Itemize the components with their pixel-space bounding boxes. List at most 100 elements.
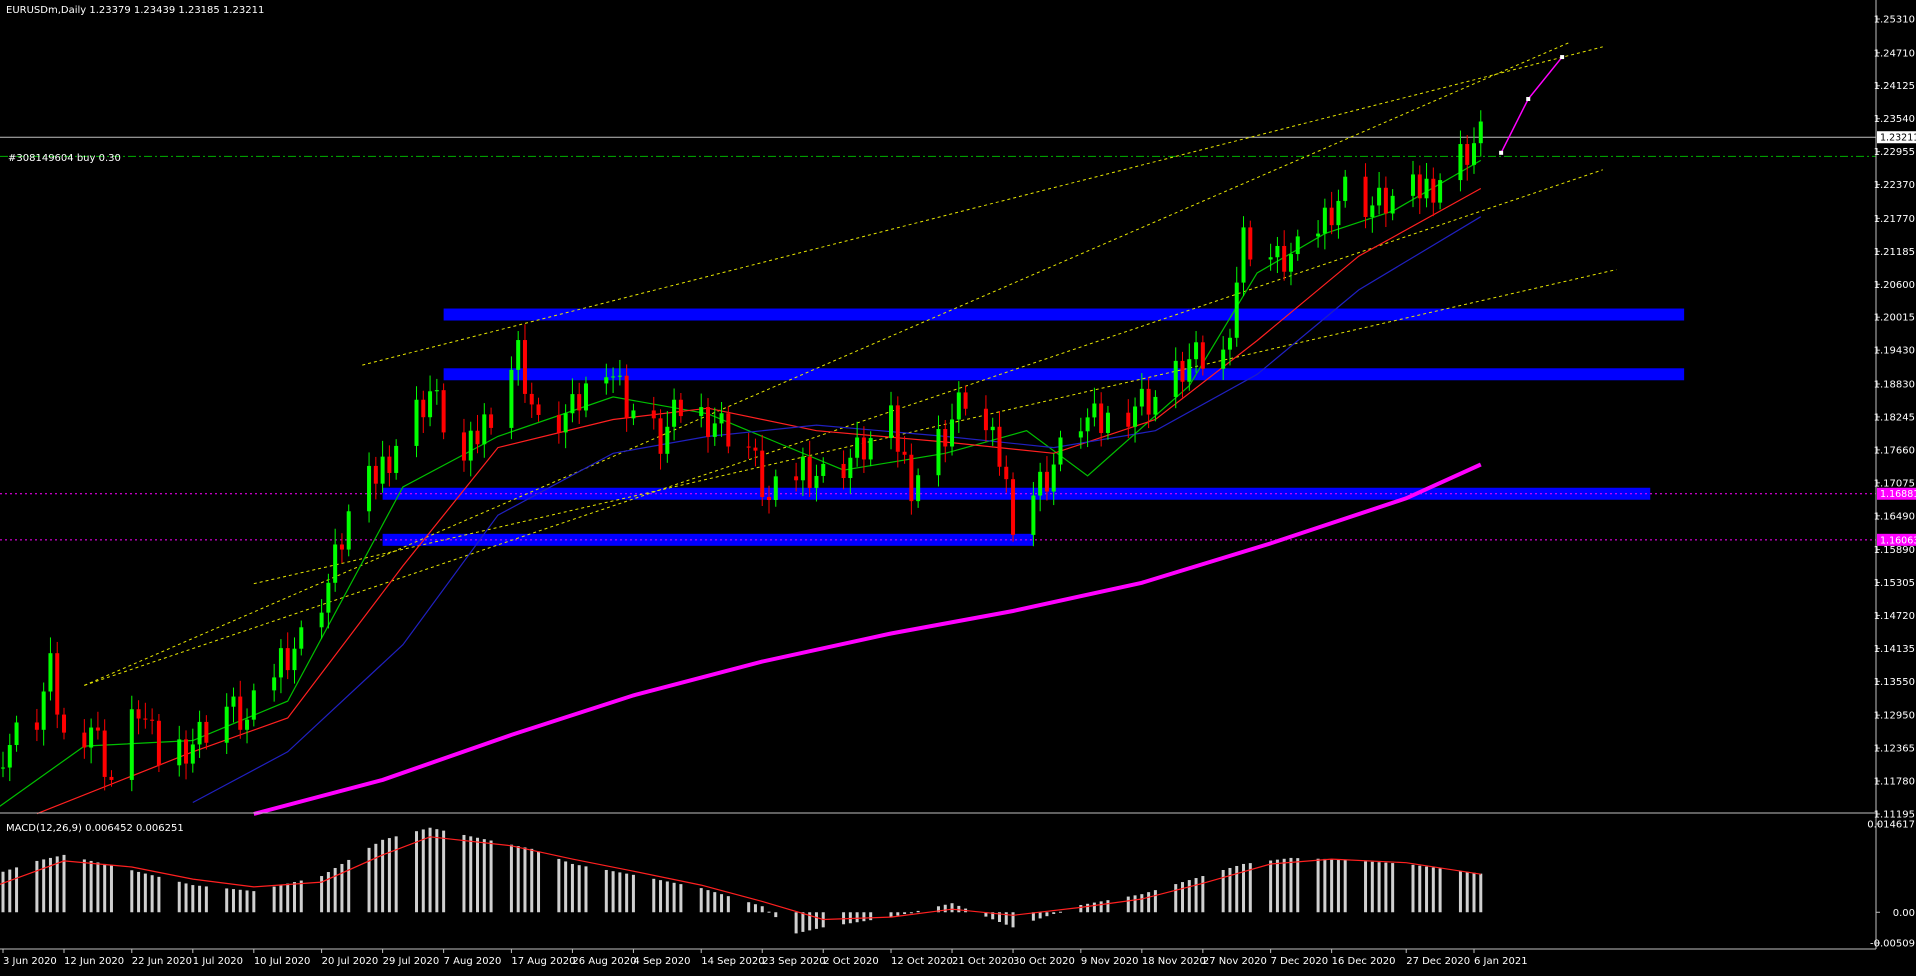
candle-body	[346, 511, 351, 550]
candle-body	[895, 405, 900, 452]
candle-body	[1133, 406, 1138, 427]
macd-histogram-bar	[184, 883, 188, 913]
candle-body	[251, 690, 256, 720]
candle-body	[89, 727, 94, 748]
macd-histogram-bar	[720, 894, 724, 913]
candle-body	[509, 369, 514, 428]
candle-body	[441, 390, 446, 433]
macd-histogram-bar	[1465, 871, 1469, 913]
macd-histogram-bar	[1058, 911, 1062, 913]
candle-body	[1, 767, 5, 769]
candle-body	[394, 445, 399, 473]
macd-histogram-bar	[577, 865, 581, 913]
price-label: 1.23211	[1880, 133, 1916, 144]
price-label-box	[1877, 131, 1916, 144]
macd-histogram-bar	[950, 903, 954, 913]
macd-histogram-bar	[374, 843, 378, 913]
price-label: 1.16881	[1880, 489, 1916, 500]
candle-body	[156, 720, 161, 766]
x-tick-label: 21 Oct 2020	[952, 956, 1014, 967]
y-tick-label: 1.23540	[1874, 114, 1915, 125]
macd-histogram-bar	[1221, 869, 1225, 913]
macd-histogram-bar	[659, 880, 663, 913]
macd-histogram-bar	[957, 905, 961, 913]
macd-histogram-bar	[143, 873, 147, 913]
candle-body	[705, 407, 710, 437]
macd-histogram-bar	[1133, 895, 1137, 913]
x-tick-label: 10 Jul 2020	[254, 956, 311, 967]
candle-body	[34, 722, 39, 730]
macd-histogram-bar	[767, 911, 771, 913]
candle-body	[387, 456, 392, 473]
candle-body	[672, 399, 677, 427]
projection-point	[1526, 96, 1531, 101]
x-tick-label: 16 Dec 2020	[1332, 956, 1396, 967]
candle-body	[983, 408, 988, 431]
x-tick-label: 27 Dec 2020	[1406, 956, 1470, 967]
support-resistance-zone	[443, 368, 1685, 381]
support-resistance-zone	[443, 308, 1685, 321]
macd-histogram-bar	[8, 869, 12, 913]
candle-body	[570, 394, 575, 414]
y-tick-label: 1.22955	[1874, 147, 1915, 158]
macd-histogram-bar	[1079, 905, 1083, 913]
chart-title: EURUSDm,Daily 1.23379 1.23439 1.23185 1.…	[6, 5, 264, 16]
y-tick-label: 1.15890	[1874, 545, 1915, 556]
x-tick-label: 17 Aug 2020	[511, 956, 575, 967]
macd-histogram-bar	[252, 891, 256, 913]
macd-histogram-bar	[1181, 882, 1185, 913]
price-label: 1.16063	[1880, 535, 1916, 546]
candle-body	[1099, 403, 1104, 433]
candle-body	[1139, 388, 1144, 407]
macd-histogram-bar	[15, 867, 19, 913]
y-tick-label: 1.20015	[1874, 313, 1915, 324]
candle-body	[1146, 388, 1151, 415]
x-tick-label: 1 Jul 2020	[193, 956, 243, 967]
macd-histogram-bar	[706, 890, 710, 913]
macd-title: MACD(12,26,9) 0.006452 0.006251	[6, 823, 184, 834]
candle-body	[1275, 245, 1280, 258]
x-tick-label: 9 Nov 2020	[1081, 956, 1139, 967]
macd-histogram-bar	[1458, 870, 1462, 913]
x-tick-label: 2 Oct 2020	[823, 956, 878, 967]
macd-histogram-bar	[808, 912, 812, 931]
macd-histogram-bar	[1147, 892, 1151, 913]
macd-histogram-bar	[1323, 858, 1327, 913]
candle-body	[1370, 205, 1375, 217]
y-tick-label: 1.25310	[1874, 15, 1915, 26]
macd-histogram-bar	[557, 858, 561, 913]
candle-body	[909, 454, 914, 502]
candle-body	[712, 423, 717, 437]
macd-histogram-bar	[625, 873, 629, 913]
candle-body	[245, 719, 250, 730]
macd-histogram-bar	[794, 912, 798, 934]
y-tick-label: 1.19430	[1874, 346, 1915, 357]
candle-body	[1417, 174, 1422, 199]
macd-histogram-bar	[564, 861, 568, 913]
macd-histogram-bar	[1086, 903, 1090, 913]
candle-body	[855, 437, 860, 458]
y-tick-label: 1.14720	[1874, 611, 1915, 622]
macd-histogram-bar	[1092, 902, 1096, 913]
macd-histogram-bar	[516, 846, 520, 913]
macd-histogram-bar	[231, 889, 235, 913]
candle-body	[1377, 187, 1382, 206]
x-tick-label: 20 Jul 2020	[322, 956, 379, 967]
candle-body	[197, 721, 202, 745]
candle-body	[468, 430, 473, 461]
macd-histogram-bar	[1289, 857, 1293, 913]
candle-body	[1153, 396, 1158, 415]
macd-histogram-bar	[476, 837, 480, 913]
candle-body	[1316, 233, 1321, 237]
y-tick-label: 1.15305	[1874, 578, 1915, 589]
candle-body	[143, 718, 148, 720]
candle-body	[1221, 349, 1226, 369]
macd-histogram-bar	[1045, 912, 1049, 917]
macd-histogram-bar	[1275, 859, 1279, 913]
macd-histogram-bar	[272, 886, 276, 913]
y-tick-label: 1.24125	[1874, 81, 1915, 92]
candle-body	[461, 432, 466, 461]
y-tick-label: 1.17075	[1874, 478, 1915, 489]
